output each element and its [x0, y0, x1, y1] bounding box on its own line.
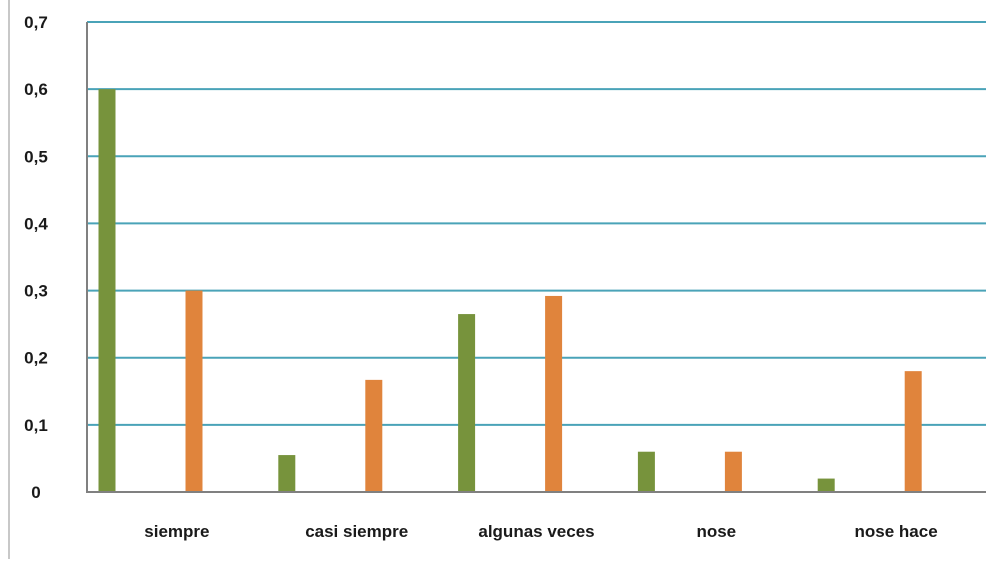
y-tick-label: 0,4 — [24, 214, 48, 233]
x-category-label: siempre — [144, 522, 209, 541]
bar — [724, 451, 742, 492]
bar — [817, 478, 835, 492]
y-tick-label: 0,3 — [24, 282, 48, 301]
x-category-label: casi siempre — [305, 522, 408, 541]
y-tick-label: 0,7 — [24, 13, 48, 32]
y-tick-label: 0,6 — [24, 80, 48, 99]
bar — [458, 314, 476, 492]
y-tick-label: 0,5 — [24, 147, 48, 166]
bars — [98, 89, 922, 493]
axes — [86, 22, 986, 493]
y-tick-label: 0,2 — [24, 349, 48, 368]
bar — [185, 290, 203, 492]
bar — [278, 455, 296, 492]
bar — [904, 371, 922, 492]
left-border-line — [8, 0, 10, 559]
x-axis-category-labels: siempre casi siempre algunas veces nose nose… — [144, 522, 937, 541]
x-category-label: nose — [696, 522, 736, 541]
bar — [365, 379, 383, 492]
y-tick-label: 0,1 — [24, 416, 48, 435]
bar — [637, 451, 655, 492]
y-tick-label: 0 — [31, 483, 40, 502]
gridlines — [87, 21, 986, 426]
bar — [545, 295, 563, 492]
x-category-label: algunas veces — [478, 522, 594, 541]
y-axis-tick-labels: 0 0,1 0,2 0,3 0,4 0,5 0,6 0,7 — [24, 13, 48, 502]
bar — [98, 89, 116, 493]
x-category-label: nose hace — [855, 522, 938, 541]
